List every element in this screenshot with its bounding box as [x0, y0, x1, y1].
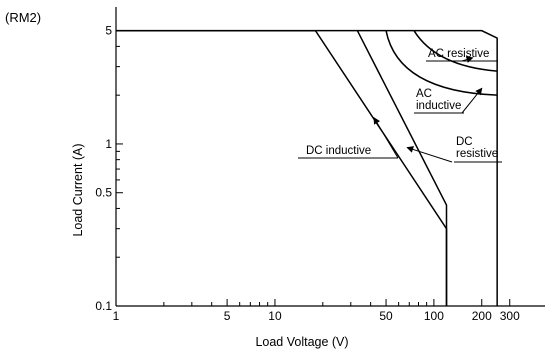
y-axis-label: Load Current (A) [71, 143, 85, 236]
axes [115, 7, 545, 307]
y-tick-label-0.5: 0.5 [95, 186, 112, 200]
x-tick-label-200: 200 [472, 309, 492, 323]
series-ac-inductive [385, 30, 498, 96]
x-tick-label-10: 10 [268, 309, 282, 323]
y-tick-label-0.1: 0.1 [95, 299, 112, 313]
series-layer [116, 29, 498, 306]
annotation-layer: AC resistive AC inductive DC inductive DC res… [298, 48, 502, 163]
x-axis-ticks: 1 5 10 50 100 200 300 [113, 299, 520, 323]
annotation-dc-inductive: DC inductive [306, 145, 371, 157]
x-tick-label-100: 100 [424, 309, 444, 323]
x-tick-label-1: 1 [113, 309, 120, 323]
annotation-ac-inductive: AC inductive [416, 88, 461, 112]
annotation-dc-resistive: DC resistive [456, 136, 498, 160]
y-axis-ticks: 0.1 0.5 1 5 [95, 24, 123, 313]
chart-corner-label: (RM2) [5, 10, 42, 25]
annotation-arrow-ac-resistive [461, 56, 474, 63]
series-ac-resistive [116, 29, 498, 306]
annotation-arrow-dc-resistive [406, 146, 453, 163]
x-tick-label-5: 5 [224, 309, 231, 323]
annotation-arrow-ac-inductive [461, 87, 483, 114]
x-tick-label-50: 50 [379, 309, 393, 323]
annotation-ac-resistive: AC resistive [428, 48, 489, 60]
series-dc-resistive [356, 30, 448, 306]
annotation-arrow-dc-inductive [373, 116, 399, 159]
y-tick-label-5: 5 [105, 24, 112, 38]
y-tick-label-1: 1 [105, 137, 112, 151]
series-dc-inductive [116, 29, 448, 306]
x-tick-label-300: 300 [500, 309, 520, 323]
x-axis-label: Load Voltage (V) [255, 335, 348, 349]
